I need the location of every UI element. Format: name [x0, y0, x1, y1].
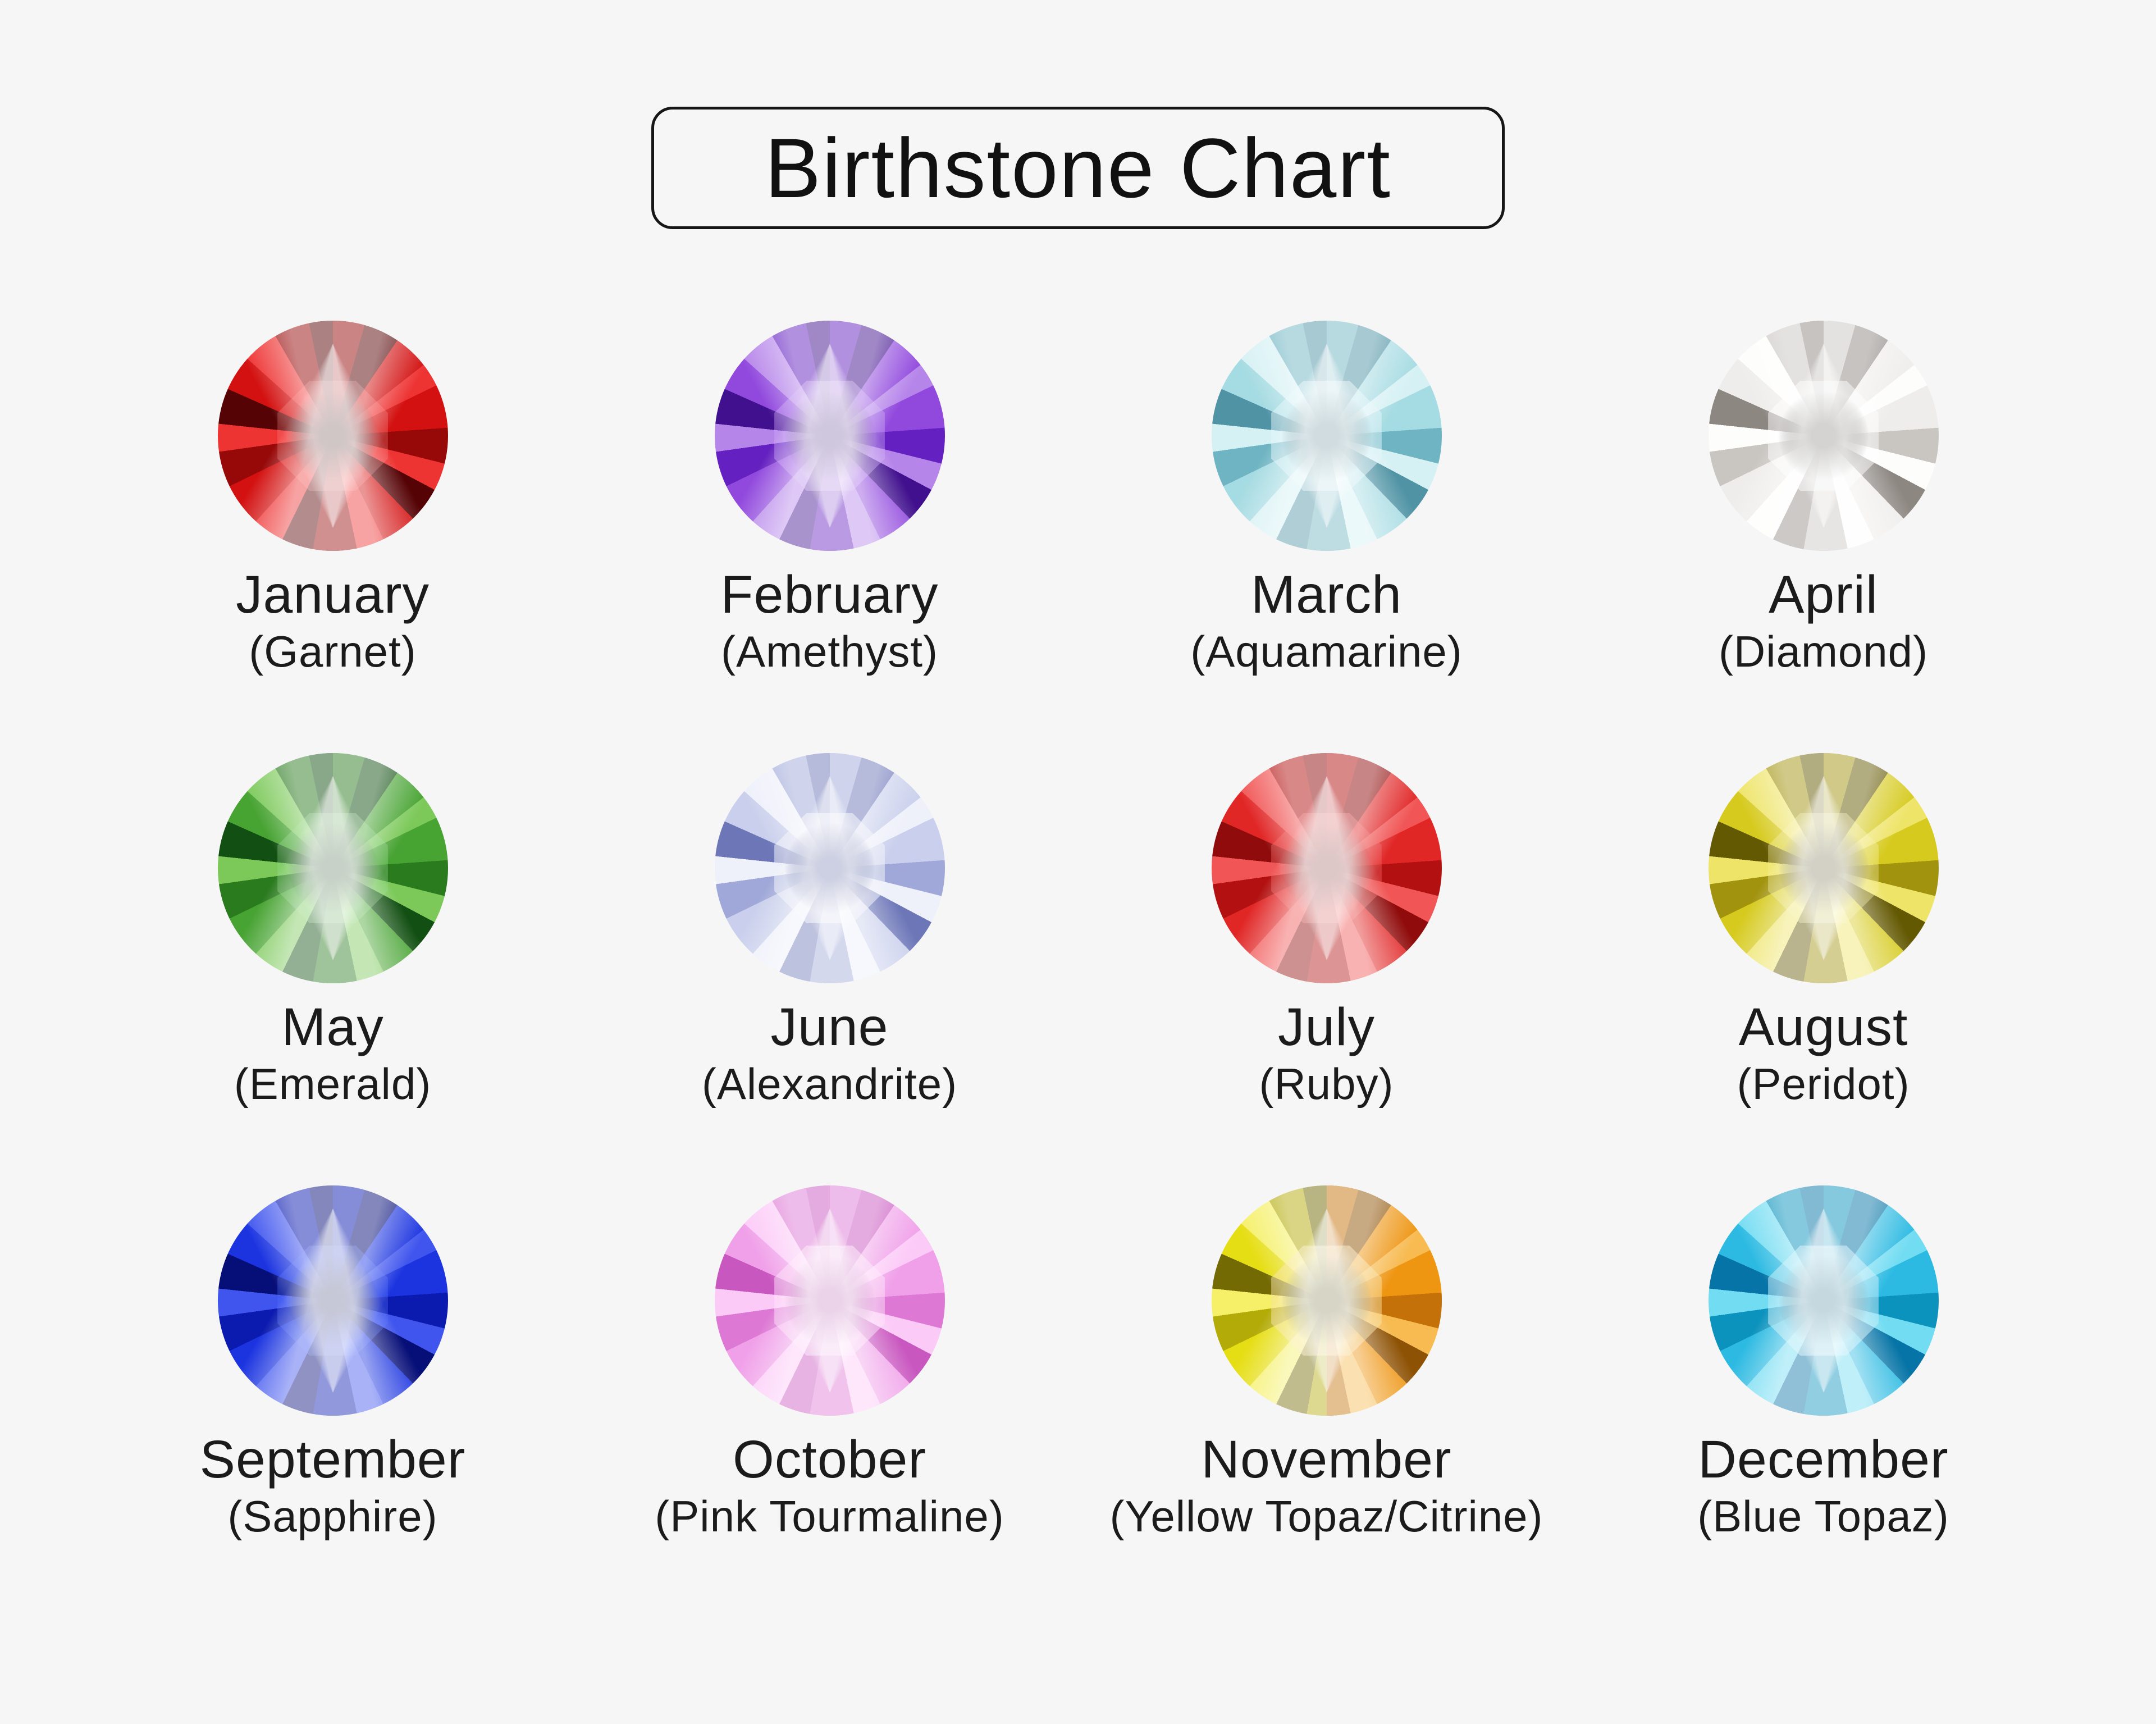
month-label: June — [770, 997, 889, 1057]
gem-shine — [1708, 1185, 1939, 1416]
birthstone-item-july: July (Ruby) — [1078, 753, 1575, 1185]
stone-label: (Emerald) — [234, 1059, 432, 1109]
stone-label: (Aquamarine) — [1190, 626, 1463, 676]
month-label: September — [199, 1430, 466, 1489]
birthstone-item-april: April (Diamond) — [1575, 321, 2072, 753]
page-title: Birthstone Chart — [765, 120, 1391, 215]
gem-shine — [1211, 1185, 1442, 1416]
month-label: July — [1278, 997, 1375, 1057]
gem-march-aquamarine — [1211, 321, 1442, 551]
birthstone-item-september: September (Sapphire) — [84, 1185, 581, 1618]
gem-january-garnet — [217, 321, 448, 551]
stone-label: (Blue Topaz) — [1697, 1491, 1949, 1541]
month-label: May — [281, 997, 384, 1057]
gem-shine — [1211, 321, 1442, 551]
gem-shine — [714, 753, 945, 983]
gem-shine — [1708, 753, 1939, 983]
month-label: August — [1738, 997, 1908, 1057]
gem-shine — [217, 321, 448, 551]
gem-november-yellow-topaz-citrine — [1211, 1185, 1442, 1416]
gem-february-amethyst — [714, 321, 945, 551]
month-label: March — [1251, 565, 1402, 624]
gem-july-ruby — [1211, 753, 1442, 983]
stone-label: (Amethyst) — [720, 626, 939, 676]
birthstone-item-march: March (Aquamarine) — [1078, 321, 1575, 753]
month-label: December — [1698, 1430, 1949, 1489]
stone-label: (Garnet) — [249, 626, 417, 676]
gem-shine — [217, 753, 448, 983]
birthstone-item-may: May (Emerald) — [84, 753, 581, 1185]
month-label: October — [733, 1430, 926, 1489]
birthstone-chart-page: { "page": { "background_color": "#f6f6f6… — [0, 107, 2156, 1724]
month-label: April — [1768, 565, 1879, 624]
title-box: Birthstone Chart — [651, 107, 1505, 229]
birthstone-item-june: June (Alexandrite) — [581, 753, 1078, 1185]
birthstone-item-january: January (Garnet) — [84, 321, 581, 753]
stone-label: (Ruby) — [1259, 1059, 1394, 1109]
gem-shine — [714, 321, 945, 551]
birthstone-item-december: December (Blue Topaz) — [1575, 1185, 2072, 1618]
birthstone-item-november: November (Yellow Topaz/Citrine) — [1078, 1185, 1575, 1618]
birthstone-item-august: August (Peridot) — [1575, 753, 2072, 1185]
gem-may-emerald — [217, 753, 448, 983]
stone-label: (Alexandrite) — [701, 1059, 958, 1109]
stone-label: (Peridot) — [1737, 1059, 1910, 1109]
stone-label: (Pink Tourmaline) — [655, 1491, 1004, 1541]
gem-shine — [714, 1185, 945, 1416]
gem-june-alexandrite — [714, 753, 945, 983]
stone-label: (Sapphire) — [227, 1491, 438, 1541]
month-label: February — [720, 565, 939, 624]
gem-august-peridot — [1708, 753, 1939, 983]
stone-label: (Diamond) — [1718, 626, 1929, 676]
month-label: November — [1201, 1430, 1452, 1489]
month-label: January — [236, 565, 430, 624]
gem-shine — [1708, 321, 1939, 551]
gem-shine — [217, 1185, 448, 1416]
gem-december-blue-topaz — [1708, 1185, 1939, 1416]
gem-shine — [1211, 753, 1442, 983]
birthstone-item-february: February (Amethyst) — [581, 321, 1078, 753]
gem-april-diamond — [1708, 321, 1939, 551]
gem-october-pink-tourmaline — [714, 1185, 945, 1416]
birthstone-item-october: October (Pink Tourmaline) — [581, 1185, 1078, 1618]
gem-september-sapphire — [217, 1185, 448, 1416]
stone-label: (Yellow Topaz/Citrine) — [1109, 1491, 1543, 1541]
birthstone-grid: January (Garnet) February (Amethyst) Mar… — [0, 321, 2156, 1618]
